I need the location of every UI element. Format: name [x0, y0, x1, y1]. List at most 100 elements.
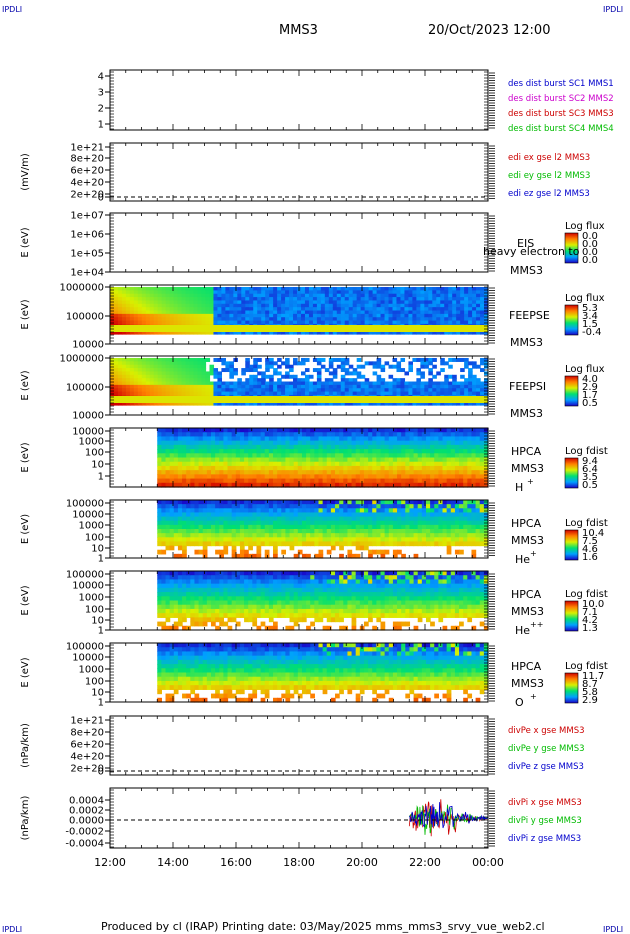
spectrogram-image	[110, 287, 489, 335]
y-tick-label: 0.0004	[69, 796, 104, 807]
instrument-label: HPCA	[511, 517, 542, 530]
colorbar-tick-label: 1.5	[582, 319, 598, 330]
legend-entry: divPe x gse MMS3	[508, 726, 585, 736]
y-tick-label: 2e+20	[70, 190, 104, 201]
legend-entry: divPi y gse MMS3	[508, 816, 582, 826]
y-axis-label: (nPa/km)	[20, 796, 31, 841]
legend-entry: des dist burst SC2 MMS2	[508, 94, 614, 104]
y-tick-label: 6e+20	[70, 166, 104, 177]
colorbar-tick-label: 4.6	[582, 544, 598, 555]
instrument-label: FEEPSE	[509, 309, 550, 322]
species-charge-label: +	[530, 549, 537, 558]
colorbar-tick-label: 10.0	[582, 599, 604, 610]
corner-label-bl: IPDLI	[2, 925, 22, 934]
colorbar-tick-label: 8.7	[582, 679, 598, 690]
instrument-label: FEEPSI	[509, 380, 546, 393]
y-axis-label: (nPa/km)	[20, 723, 31, 768]
y-tick-label: 1000000	[59, 283, 104, 294]
spacecraft-label: MMS3	[511, 462, 544, 475]
colorbar	[564, 457, 579, 489]
panel-frame	[109, 142, 489, 202]
colorbar-tick-label: 0.0	[582, 239, 598, 250]
colorbar	[564, 304, 579, 336]
colorbar-title: Log fdist	[565, 661, 608, 672]
y-tick-label: 10	[91, 460, 104, 471]
y-tick-label: 0	[98, 767, 104, 778]
y-tick-label: 6e+20	[70, 740, 104, 751]
y-tick-label: 10000	[72, 340, 104, 351]
colorbar-tick-label: 11.7	[582, 671, 604, 682]
legend-entry: des dist burst SC4 MMS4	[508, 124, 614, 134]
legend-entry: divPi x gse MMS3	[508, 798, 582, 808]
y-tick-label: 1	[98, 120, 104, 131]
colorbar-tick-label: 0.0	[582, 231, 598, 242]
overlay-text: heavy electron to	[483, 245, 580, 258]
y-tick-label: 100	[85, 533, 104, 544]
colorbar	[564, 375, 579, 407]
colorbar-title: Log fdist	[565, 518, 608, 529]
y-tick-label: 10	[91, 544, 104, 555]
x-tick-label: 16:00	[220, 856, 252, 869]
species-label: H	[515, 481, 523, 494]
y-tick-label: 1e+06	[70, 230, 104, 241]
instrument-label: HPCA	[511, 445, 542, 458]
spacecraft-label: MMS3	[511, 534, 544, 547]
y-tick-label: 1e+07	[70, 211, 104, 222]
panels: 4 3 2 1 des dist burst SC1 MMS1 des dist burs…	[20, 69, 614, 850]
colorbar-tick-label: 0.0	[582, 255, 598, 266]
y-tick-label: 1000	[79, 437, 104, 448]
legend-entry: edi ez gse l2 MMS3	[508, 189, 590, 199]
y-tick-label: 100	[85, 677, 104, 688]
colorbar	[564, 600, 579, 632]
colorbar-title: Log fdist	[565, 589, 608, 600]
legend-entry: des dist burst SC1 MMS1	[508, 79, 614, 89]
mission-title: MMS3	[279, 23, 318, 38]
time-axis: 12:00 14:00 16:00 18:00 20:00 22:00 00:00	[94, 856, 504, 869]
colorbar-title: Log fdist	[565, 446, 608, 457]
colorbar-tick-label: 9.4	[582, 456, 598, 467]
panel-frame	[109, 212, 489, 273]
y-tick-label: 3	[98, 88, 104, 99]
y-tick-label: 0.0002	[69, 806, 104, 817]
y-tick-label: 1	[98, 554, 104, 565]
colorbar-tick-label: 7.5	[582, 536, 598, 547]
y-axis-label: E (eV)	[20, 514, 31, 544]
corner-label-br: IPDLI	[603, 925, 623, 934]
x-tick-label: 14:00	[157, 856, 189, 869]
colorbar-tick-label: 1.7	[582, 390, 598, 401]
legend-entry: des dist burst SC3 MMS3	[508, 109, 614, 119]
y-tick-label: 10	[91, 688, 104, 699]
footer-text: Produced by cl (IRAP) Printing date: 03/…	[101, 920, 545, 933]
y-axis-label: (mV/m)	[20, 153, 31, 191]
y-tick-label: 100000	[66, 499, 104, 510]
x-tick-label: 18:00	[283, 856, 315, 869]
colorbar	[564, 232, 579, 264]
spectrogram-image	[157, 500, 489, 559]
y-axis-label: E (eV)	[20, 227, 31, 257]
instrument-label: HPCA	[511, 588, 542, 601]
y-axis-label: E (eV)	[20, 442, 31, 472]
colorbar-tick-label: 0.0	[582, 247, 598, 258]
instrument-label: HPCA	[511, 660, 542, 673]
x-tick-label: 20:00	[346, 856, 378, 869]
y-tick-label: 1000	[79, 593, 104, 604]
datetime-title: 20/Oct/2023 12:00	[428, 23, 550, 38]
y-tick-label: 1e+21	[70, 716, 104, 727]
legend-entry: divPi z gse MMS3	[508, 834, 581, 844]
y-tick-label: 1e+04	[70, 268, 104, 279]
y-tick-label: 1	[98, 698, 104, 709]
y-tick-label: 100000	[66, 312, 104, 323]
y-tick-label: -0.0002	[65, 827, 104, 838]
y-tick-label: 1e+05	[70, 249, 104, 260]
series-line-3	[409, 802, 488, 829]
y-tick-label: 100000	[66, 570, 104, 581]
colorbar-tick-label: -0.4	[582, 327, 602, 338]
spectrogram-image	[157, 428, 489, 488]
colorbar-tick-label: 1.6	[582, 552, 598, 563]
x-tick-label: 22:00	[409, 856, 441, 869]
